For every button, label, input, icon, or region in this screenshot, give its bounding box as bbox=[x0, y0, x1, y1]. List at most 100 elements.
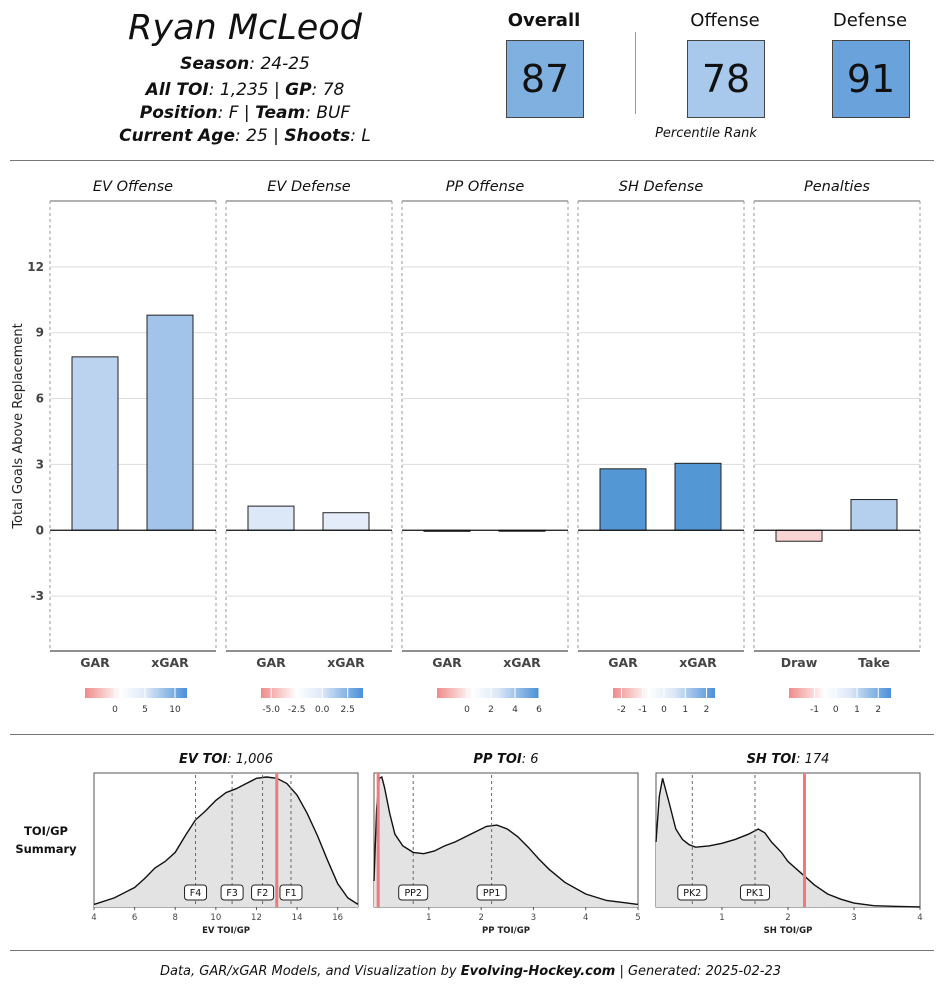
overall-tile: 87 bbox=[506, 40, 584, 118]
bar bbox=[850, 499, 898, 531]
line-marker-label: PK2 bbox=[683, 888, 701, 899]
bar bbox=[775, 529, 823, 542]
overall-label: Overall bbox=[507, 10, 581, 31]
bar bbox=[71, 356, 119, 531]
x-tick-label: 3 bbox=[531, 913, 536, 923]
toi-label: All TOI bbox=[145, 80, 209, 100]
position-value: F bbox=[228, 103, 239, 123]
line-marker-label: F1 bbox=[285, 888, 297, 899]
gp-label: GP bbox=[285, 80, 312, 100]
x-tick-label: 4 bbox=[91, 913, 96, 923]
offense-tile: 78 bbox=[687, 40, 765, 118]
panel-title: PP Offense bbox=[446, 179, 525, 195]
y-tick-label: 0 bbox=[36, 523, 44, 537]
footer-generated: | Generated: 2025-02-23 bbox=[619, 964, 782, 979]
legend-tick-label: 2 bbox=[875, 705, 881, 715]
y-tick-label: 3 bbox=[36, 457, 44, 471]
x-tick-label: 3 bbox=[851, 913, 856, 923]
color-legend-bar bbox=[437, 688, 539, 698]
line-marker-label: PK1 bbox=[746, 888, 764, 899]
density-title-value: : 6 bbox=[522, 752, 539, 767]
legend-tick-label: -2.5 bbox=[288, 705, 306, 715]
legend-tick-label: -5.0 bbox=[262, 705, 280, 715]
y-tick-label: 12 bbox=[27, 260, 44, 274]
x-tick-label: 1 bbox=[719, 913, 724, 923]
position-team-line: Position: F | Team: BUF bbox=[139, 103, 351, 123]
bar bbox=[322, 512, 370, 531]
shoots-label: Shoots bbox=[284, 126, 351, 146]
x-tick-label: 4 bbox=[917, 913, 922, 923]
x-tick-label: 12 bbox=[251, 913, 262, 923]
density-title-label: PP TOI bbox=[473, 752, 522, 767]
footer-divider bbox=[10, 950, 934, 951]
x-tick-label: 8 bbox=[173, 913, 178, 923]
defense-tile: 91 bbox=[832, 40, 910, 118]
position-label: Position bbox=[139, 103, 218, 123]
legend-tick-label: 1 bbox=[682, 705, 688, 715]
panel-title: EV Defense bbox=[267, 179, 351, 195]
line-marker-box bbox=[677, 884, 708, 901]
percentile-caption: Percentile Rank bbox=[655, 126, 757, 141]
line-marker-label: F3 bbox=[226, 888, 238, 899]
age-label: Current Age bbox=[119, 126, 235, 146]
legend-tick-label: 0 bbox=[661, 705, 667, 715]
footer-brand: Evolving-Hockey.com bbox=[460, 964, 616, 979]
density-line bbox=[373, 775, 639, 906]
age-shoots-line: Current Age: 25 | Shoots: L bbox=[119, 126, 371, 146]
x-tick-label: GAR bbox=[256, 655, 286, 670]
bar bbox=[247, 505, 295, 531]
legend-tick-label: 0 bbox=[112, 705, 118, 715]
legend-tick-label: 6 bbox=[536, 705, 542, 715]
color-legend-bar bbox=[789, 688, 891, 698]
density-title: PP TOI: 6 bbox=[473, 752, 538, 767]
x-tick-label: GAR bbox=[80, 655, 110, 670]
density-area bbox=[656, 778, 920, 907]
x-axis-label: PP TOI/GP bbox=[482, 926, 530, 936]
y-tick-label: 9 bbox=[36, 326, 44, 340]
line-marker-label: PP2 bbox=[404, 888, 422, 899]
x-tick-label: xGAR bbox=[679, 655, 717, 670]
row-label-line2: Summary bbox=[15, 842, 77, 856]
toi-gp-line: All TOI: 1,235 | GP: 78 bbox=[145, 80, 345, 100]
x-axis-label: EV TOI/GP bbox=[202, 926, 250, 936]
density-area bbox=[94, 777, 358, 907]
legend-tick-label: 0 bbox=[833, 705, 839, 715]
panel-title: EV Offense bbox=[93, 179, 173, 195]
x-tick-label: Draw bbox=[781, 655, 818, 670]
bar bbox=[674, 462, 722, 531]
line-marker-box bbox=[476, 884, 507, 901]
row-label-line1: TOI/GP bbox=[24, 824, 68, 838]
density-title-label: SH TOI bbox=[747, 752, 797, 767]
x-tick-label: 2 bbox=[785, 913, 790, 923]
team-value: BUF bbox=[316, 103, 351, 123]
line-marker-box bbox=[251, 884, 275, 901]
density-line bbox=[655, 778, 921, 908]
y-tick-label: 6 bbox=[36, 392, 44, 406]
line-marker-label: PP1 bbox=[483, 888, 501, 899]
color-legend-bar bbox=[85, 688, 187, 698]
header-divider bbox=[10, 160, 934, 161]
legend-tick-label: 0.0 bbox=[315, 705, 330, 715]
panel-title: Penalties bbox=[804, 179, 870, 195]
legend-tick-label: 2 bbox=[704, 705, 710, 715]
footer-credit: Data, GAR/xGAR Models, and Visualization… bbox=[0, 964, 941, 979]
x-tick-label: xGAR bbox=[503, 655, 541, 670]
bar bbox=[599, 468, 647, 531]
x-tick-label: 6 bbox=[132, 913, 137, 923]
line-marker-box bbox=[184, 884, 208, 901]
x-tick-label: 16 bbox=[332, 913, 343, 923]
legend-tick-label: -1 bbox=[810, 705, 819, 715]
legend-tick-label: 5 bbox=[142, 705, 148, 715]
ratings-divider bbox=[635, 32, 636, 114]
gp-value: 78 bbox=[322, 80, 345, 100]
footer-prefix: Data, GAR/xGAR Models, and Visualization… bbox=[159, 964, 457, 979]
x-axis-label: SH TOI/GP bbox=[764, 926, 813, 936]
legend-tick-label: 10 bbox=[169, 705, 181, 715]
density-line bbox=[93, 776, 359, 906]
team-label: Team bbox=[255, 103, 306, 123]
x-tick-label: 5 bbox=[635, 913, 640, 923]
density-area bbox=[374, 777, 638, 907]
color-legend-bar bbox=[261, 688, 363, 698]
x-tick-label: 14 bbox=[292, 913, 303, 923]
x-tick-label: 10 bbox=[210, 913, 221, 923]
